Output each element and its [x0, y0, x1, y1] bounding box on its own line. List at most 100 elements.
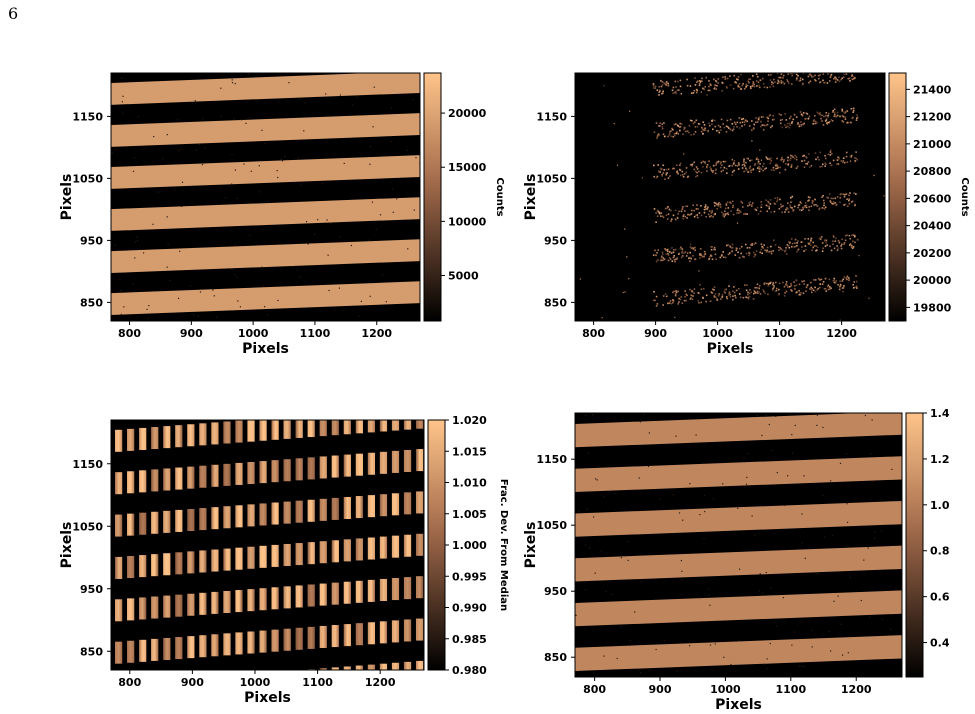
- count-speckle: [689, 251, 691, 254]
- count-speckle: [667, 213, 670, 215]
- deviation-block: [283, 543, 291, 567]
- count-speckle: [829, 76, 832, 78]
- count-speckle: [780, 205, 783, 208]
- count-speckle: [672, 299, 675, 302]
- count-speckle: [674, 260, 676, 263]
- count-speckle: [790, 201, 792, 203]
- count-speckle: [830, 249, 833, 252]
- colorbar-tick-label: 1.015: [452, 445, 487, 458]
- deviation-block: [223, 590, 231, 613]
- count-speckle: [717, 160, 720, 163]
- count-speckle: [688, 125, 691, 127]
- count-speckle: [694, 131, 697, 133]
- pixel-speckle: [202, 118, 204, 120]
- count-speckle: [692, 247, 695, 250]
- count-speckle: [801, 113, 804, 116]
- deviation-block: [355, 538, 363, 561]
- pixel-speckle: [680, 560, 682, 562]
- count-speckle: [659, 167, 662, 170]
- deviation-block: [343, 496, 351, 520]
- count-speckle: [810, 244, 812, 246]
- pixel-speckle: [776, 625, 778, 627]
- count-speckle: [854, 241, 856, 244]
- count-speckle: [672, 128, 674, 131]
- count-speckle: [680, 246, 682, 249]
- count-speckle: [703, 129, 706, 131]
- count-speckle: [694, 77, 696, 79]
- count-speckle: [763, 290, 765, 293]
- x-tick-label: 1000: [240, 676, 271, 689]
- pixel-speckle: [121, 101, 123, 103]
- deviation-block: [379, 494, 388, 517]
- deviation-block: [391, 662, 400, 670]
- pixel-speckle: [585, 589, 587, 591]
- deviation-block: [343, 624, 351, 647]
- count-speckle: [713, 286, 716, 288]
- count-speckle: [702, 87, 704, 90]
- count-speckle: [833, 77, 835, 80]
- pixel-speckle: [327, 254, 329, 256]
- count-speckle: [660, 212, 663, 214]
- count-speckle: [667, 177, 670, 179]
- count-speckle: [735, 249, 738, 252]
- count-speckle: [838, 76, 840, 78]
- deviation-block: [319, 420, 327, 437]
- x-tick-label: 1000: [238, 327, 269, 340]
- deviation-block: [211, 464, 219, 487]
- count-speckle: [696, 126, 699, 128]
- pixel-speckle: [706, 94, 708, 96]
- pixel-speckle: [766, 658, 768, 660]
- count-speckle: [816, 249, 818, 251]
- count-speckle: [738, 211, 741, 214]
- y-tick-label: 950: [544, 234, 567, 247]
- pixel-speckle: [895, 588, 897, 590]
- count-speckle: [842, 278, 844, 281]
- deviation-block: [403, 420, 412, 430]
- count-speckle: [828, 278, 831, 281]
- count-speckle: [743, 170, 745, 173]
- count-speckle: [661, 127, 664, 130]
- count-speckle: [763, 162, 765, 165]
- count-speckle: [766, 210, 768, 213]
- count-speckle: [761, 77, 764, 80]
- pixel-speckle: [674, 316, 676, 318]
- count-speckle: [823, 207, 826, 210]
- count-speckle: [829, 245, 831, 248]
- count-speckle: [810, 239, 812, 241]
- count-speckle: [785, 283, 787, 285]
- count-speckle: [776, 165, 779, 167]
- count-speckle: [850, 201, 853, 203]
- deviation-block: [175, 552, 183, 575]
- x-axis-label: Pixels: [244, 690, 291, 706]
- count-speckle: [758, 287, 760, 290]
- y-tick-label: 850: [544, 296, 567, 309]
- count-speckle: [752, 81, 755, 83]
- count-speckle: [705, 216, 707, 218]
- count-speckle: [801, 160, 803, 162]
- count-speckle: [673, 249, 675, 251]
- colorbar-tick-label: 20800: [913, 165, 952, 178]
- deviation-block: [367, 420, 376, 433]
- pixel-speckle: [762, 592, 764, 594]
- count-speckle: [819, 166, 821, 168]
- count-speckle: [814, 198, 816, 201]
- count-speckle: [672, 251, 675, 254]
- count-speckle: [770, 83, 773, 86]
- deviation-block: [211, 422, 219, 445]
- count-speckle: [757, 81, 760, 84]
- count-speckle: [757, 119, 760, 121]
- count-speckle: [818, 237, 821, 240]
- count-speckle: [767, 74, 770, 76]
- colorbar-tick-label: 20200: [913, 247, 952, 260]
- count-speckle: [705, 294, 708, 297]
- count-speckle: [759, 166, 761, 169]
- deviation-block: [295, 458, 303, 481]
- count-speckle: [834, 240, 837, 242]
- pixel-speckle: [871, 419, 873, 421]
- deviation-block: [271, 420, 279, 440]
- count-speckle: [827, 285, 829, 288]
- count-speckle: [710, 169, 713, 172]
- pixel-speckle: [370, 146, 372, 148]
- count-speckle: [696, 89, 699, 92]
- count-speckle: [801, 280, 803, 283]
